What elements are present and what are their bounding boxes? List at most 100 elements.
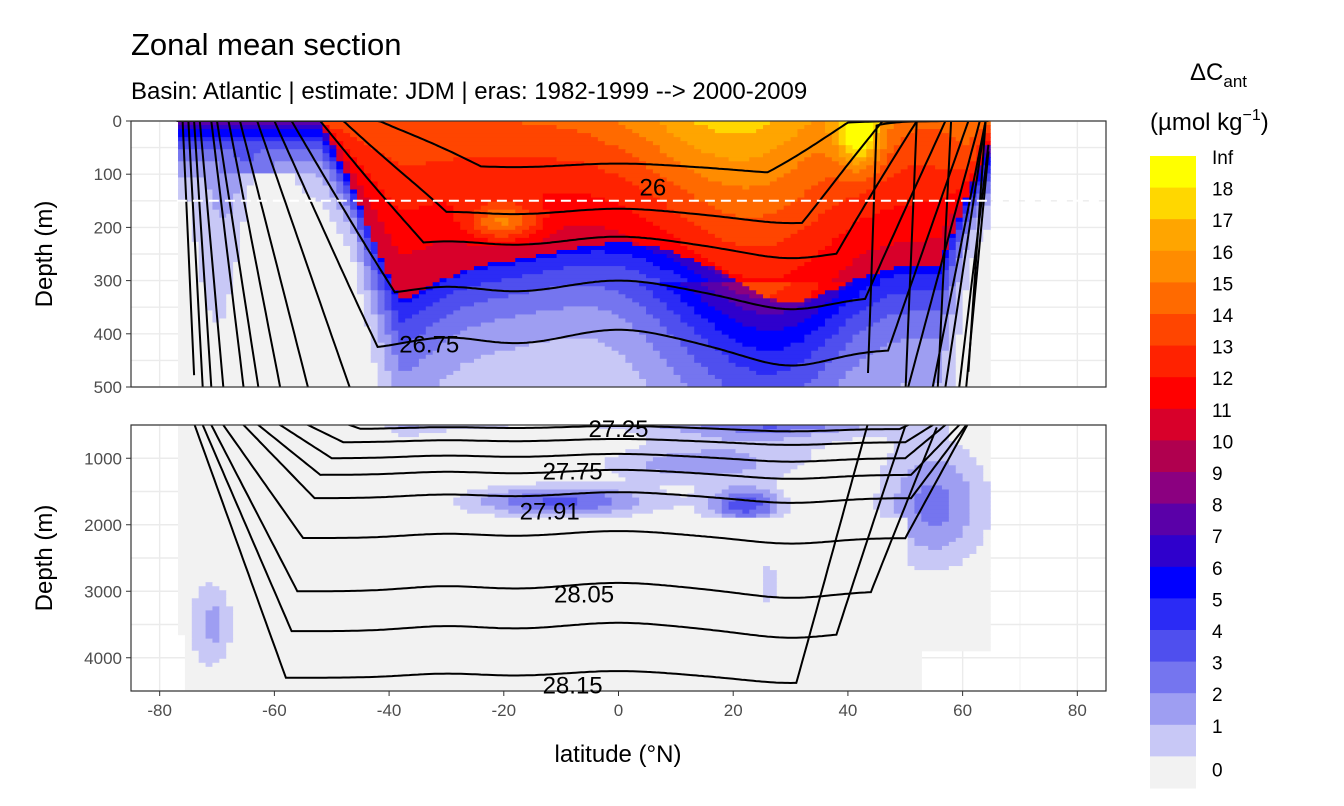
field-cell bbox=[852, 278, 881, 283]
field-cell bbox=[453, 274, 461, 279]
field-cell bbox=[859, 193, 950, 199]
field-cell bbox=[969, 193, 977, 199]
field-cell bbox=[804, 382, 840, 387]
field-cell bbox=[735, 302, 805, 307]
field-cell bbox=[948, 294, 957, 299]
field-cell bbox=[962, 278, 971, 283]
field-cell bbox=[356, 161, 399, 166]
field-cell bbox=[198, 590, 227, 595]
field-cell bbox=[969, 286, 991, 291]
field-cell bbox=[377, 282, 386, 287]
field-cell bbox=[763, 566, 771, 571]
field-cell bbox=[921, 461, 950, 466]
field-cell bbox=[370, 266, 379, 271]
field-cell bbox=[824, 209, 881, 215]
field-cell bbox=[377, 330, 386, 336]
field-cell bbox=[701, 262, 716, 267]
field-cell bbox=[948, 493, 971, 499]
field-cell bbox=[226, 646, 991, 652]
field-cell bbox=[377, 370, 392, 376]
field-cell bbox=[322, 129, 331, 134]
field-cell bbox=[680, 342, 709, 348]
field-cell bbox=[246, 217, 331, 223]
field-cell bbox=[831, 314, 854, 320]
field-cell bbox=[219, 610, 234, 616]
field-cell bbox=[191, 618, 207, 624]
field-cell bbox=[680, 274, 702, 279]
field-cell bbox=[687, 286, 709, 291]
field-cell bbox=[838, 290, 860, 295]
isopycnal-line bbox=[176, 121, 989, 311]
field-cell bbox=[969, 449, 991, 454]
field-cell bbox=[804, 318, 826, 324]
field-cell bbox=[322, 121, 523, 126]
field-cell bbox=[370, 274, 379, 279]
field-cell bbox=[680, 137, 792, 142]
field-cell bbox=[804, 125, 826, 130]
field-cell bbox=[914, 497, 950, 503]
field-cell bbox=[941, 330, 950, 336]
field-cell bbox=[880, 165, 909, 170]
field-cell bbox=[735, 449, 812, 454]
field-cell bbox=[804, 358, 833, 364]
field-cell bbox=[178, 125, 324, 130]
field-cell bbox=[790, 137, 833, 142]
field-cell bbox=[983, 193, 991, 199]
field-cell bbox=[363, 193, 386, 199]
field-cell bbox=[329, 125, 558, 130]
field-cell bbox=[866, 274, 895, 279]
field-cell bbox=[769, 298, 778, 303]
field-cell bbox=[714, 270, 723, 275]
field-cell bbox=[191, 205, 214, 211]
field-cell bbox=[398, 205, 420, 211]
field-cell bbox=[921, 517, 950, 523]
field-cell bbox=[446, 294, 509, 299]
field-cell bbox=[480, 229, 523, 235]
field-cell bbox=[515, 314, 620, 320]
field-cell bbox=[824, 245, 881, 251]
field-cell bbox=[322, 153, 331, 158]
field-cell bbox=[233, 606, 991, 611]
field-cell bbox=[646, 137, 682, 142]
field-cell bbox=[652, 141, 688, 146]
field-cell bbox=[391, 429, 448, 434]
field-cell bbox=[632, 505, 675, 511]
field-cell bbox=[824, 153, 840, 158]
field-cell bbox=[384, 326, 392, 332]
field-cell bbox=[363, 318, 379, 324]
field-cell bbox=[976, 549, 991, 555]
field-cell bbox=[969, 241, 977, 247]
field-cell bbox=[955, 370, 991, 376]
field-cell bbox=[756, 513, 771, 519]
field-cell bbox=[329, 157, 337, 162]
field-cell bbox=[776, 578, 991, 583]
field-cell bbox=[322, 137, 331, 142]
field-cell bbox=[859, 362, 943, 368]
field-cell bbox=[473, 266, 489, 271]
field-cell bbox=[687, 302, 709, 307]
field-cell bbox=[707, 201, 792, 207]
field-cell bbox=[398, 338, 413, 344]
field-cell bbox=[962, 302, 991, 307]
field-cell bbox=[838, 129, 847, 134]
field-cell bbox=[983, 541, 991, 547]
field-cell bbox=[659, 322, 688, 328]
field-cell bbox=[893, 173, 971, 179]
field-cell bbox=[763, 586, 778, 591]
field-cell bbox=[198, 249, 241, 255]
field-cell bbox=[253, 181, 296, 187]
field-cell bbox=[845, 346, 881, 352]
field-cell bbox=[425, 330, 461, 336]
field-cell bbox=[659, 485, 695, 491]
field-cell bbox=[439, 278, 448, 283]
field-cell bbox=[900, 382, 909, 387]
field-cell bbox=[542, 205, 626, 211]
field-cell bbox=[941, 129, 977, 134]
field-cell bbox=[384, 282, 392, 287]
field-cell bbox=[178, 433, 399, 438]
field-cell bbox=[356, 157, 392, 162]
field-cell bbox=[735, 241, 778, 247]
field-cell bbox=[873, 302, 943, 307]
field-cell bbox=[969, 270, 991, 275]
field-cell bbox=[873, 153, 881, 158]
